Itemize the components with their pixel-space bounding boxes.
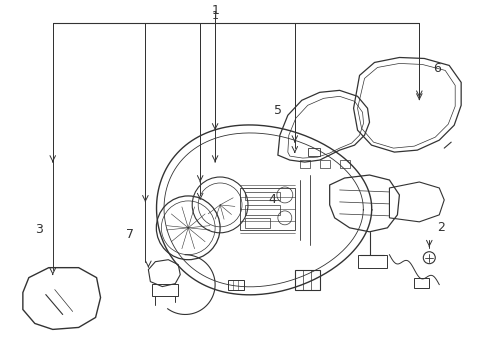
Text: 4: 4: [268, 193, 276, 206]
Text: 5: 5: [274, 104, 282, 117]
Text: 3: 3: [35, 223, 43, 236]
Text: 6: 6: [433, 62, 441, 75]
Text: 2: 2: [437, 221, 445, 234]
Text: 1: 1: [211, 4, 219, 17]
Text: 1: 1: [212, 10, 219, 21]
Text: 7: 7: [126, 228, 134, 241]
